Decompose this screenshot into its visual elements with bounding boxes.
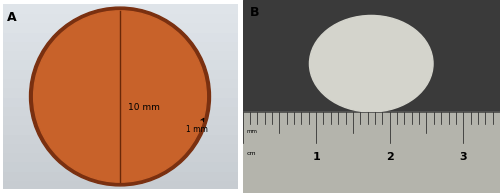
- Text: 2: 2: [386, 152, 394, 163]
- Text: cm: cm: [246, 151, 256, 156]
- Bar: [2, 78, 238, 87]
- Bar: [2, 96, 238, 106]
- Bar: [2, 41, 238, 50]
- Ellipse shape: [30, 7, 210, 186]
- Bar: [2, 4, 238, 13]
- Bar: [242, 112, 500, 193]
- Bar: [2, 106, 238, 115]
- Bar: [2, 32, 238, 41]
- Text: mm: mm: [246, 129, 258, 134]
- Text: 1: 1: [312, 152, 320, 163]
- Bar: [2, 87, 238, 96]
- Bar: [242, 0, 500, 112]
- Bar: [2, 124, 238, 134]
- Bar: [2, 171, 238, 180]
- Text: 3: 3: [460, 152, 467, 163]
- Text: 10 mm: 10 mm: [128, 103, 160, 112]
- Bar: [2, 143, 238, 152]
- Text: B: B: [250, 6, 260, 19]
- Bar: [2, 50, 238, 59]
- Bar: [2, 69, 238, 78]
- Bar: [2, 152, 238, 161]
- Ellipse shape: [310, 15, 433, 112]
- Text: A: A: [7, 11, 17, 24]
- Bar: [2, 22, 238, 32]
- Bar: [2, 115, 238, 124]
- Text: 1 mm: 1 mm: [186, 118, 208, 134]
- Ellipse shape: [34, 11, 206, 182]
- Bar: [2, 13, 238, 22]
- Bar: [2, 161, 238, 171]
- Bar: [2, 59, 238, 69]
- Bar: [2, 134, 238, 143]
- Bar: [2, 180, 238, 189]
